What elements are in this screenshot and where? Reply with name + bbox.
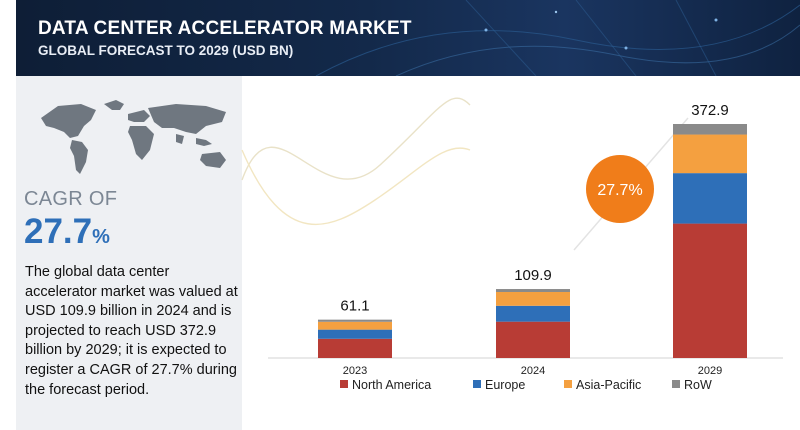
- x-tick-2023: 2023: [343, 365, 367, 377]
- header-decoration: [315, 0, 800, 76]
- bar-2023-asia-pacific: [318, 321, 392, 330]
- x-tick-2024: 2024: [521, 365, 545, 377]
- cagr-label: CAGR OF: [24, 188, 118, 210]
- header-banner: DATA CENTER ACCELERATOR MARKET GLOBAL FO…: [16, 0, 800, 76]
- legend-label-europe: Europe: [485, 378, 525, 392]
- page-subtitle: GLOBAL FORECAST TO 2029 (USD BN): [38, 43, 294, 58]
- bar-2029-row: [673, 124, 747, 135]
- legend-swatch-asia-pacific: [564, 380, 572, 388]
- bar-2024-row: [496, 289, 570, 292]
- total-label-2029: 372.9: [691, 102, 729, 119]
- left-panel: CAGR OF 27.7% The global data center acc…: [16, 76, 242, 430]
- bar-2029-asia-pacific: [673, 134, 747, 174]
- market-description: The global data center accelerator marke…: [25, 264, 238, 398]
- legend-swatch-europe: [473, 380, 481, 388]
- chart-decoration: [241, 97, 471, 225]
- total-label-2023: 61.1: [340, 298, 369, 315]
- bar-2024-asia-pacific: [496, 291, 570, 306]
- legend-label-north-america: North America: [352, 378, 431, 392]
- bar-2023-row: [318, 319, 392, 322]
- legend-label-row: RoW: [684, 378, 712, 392]
- page-title: DATA CENTER ACCELERATOR MARKET: [38, 18, 412, 39]
- legend-swatch-north-america: [340, 380, 348, 388]
- bar-2024-europe: [496, 305, 570, 322]
- world-map-icon: [41, 100, 226, 174]
- bar-2023-north-america: [318, 338, 392, 358]
- cagr-badge: [586, 155, 654, 223]
- legend-swatch-row: [672, 380, 680, 388]
- bar-2023-europe: [318, 329, 392, 339]
- total-label-2024: 109.9: [514, 267, 552, 284]
- cagr-value: 27.7%: [24, 212, 110, 252]
- bar-2029-north-america: [673, 223, 747, 358]
- x-tick-2029: 2029: [698, 365, 722, 377]
- cagr-number: 27.7: [24, 212, 93, 251]
- cagr-badge-label: 27.7%: [597, 182, 642, 199]
- cagr-unit: %: [92, 226, 110, 248]
- legend-label-asia-pacific: Asia-Pacific: [576, 378, 641, 392]
- bar-2024-north-america: [496, 321, 570, 358]
- bar-2029-europe: [673, 173, 747, 224]
